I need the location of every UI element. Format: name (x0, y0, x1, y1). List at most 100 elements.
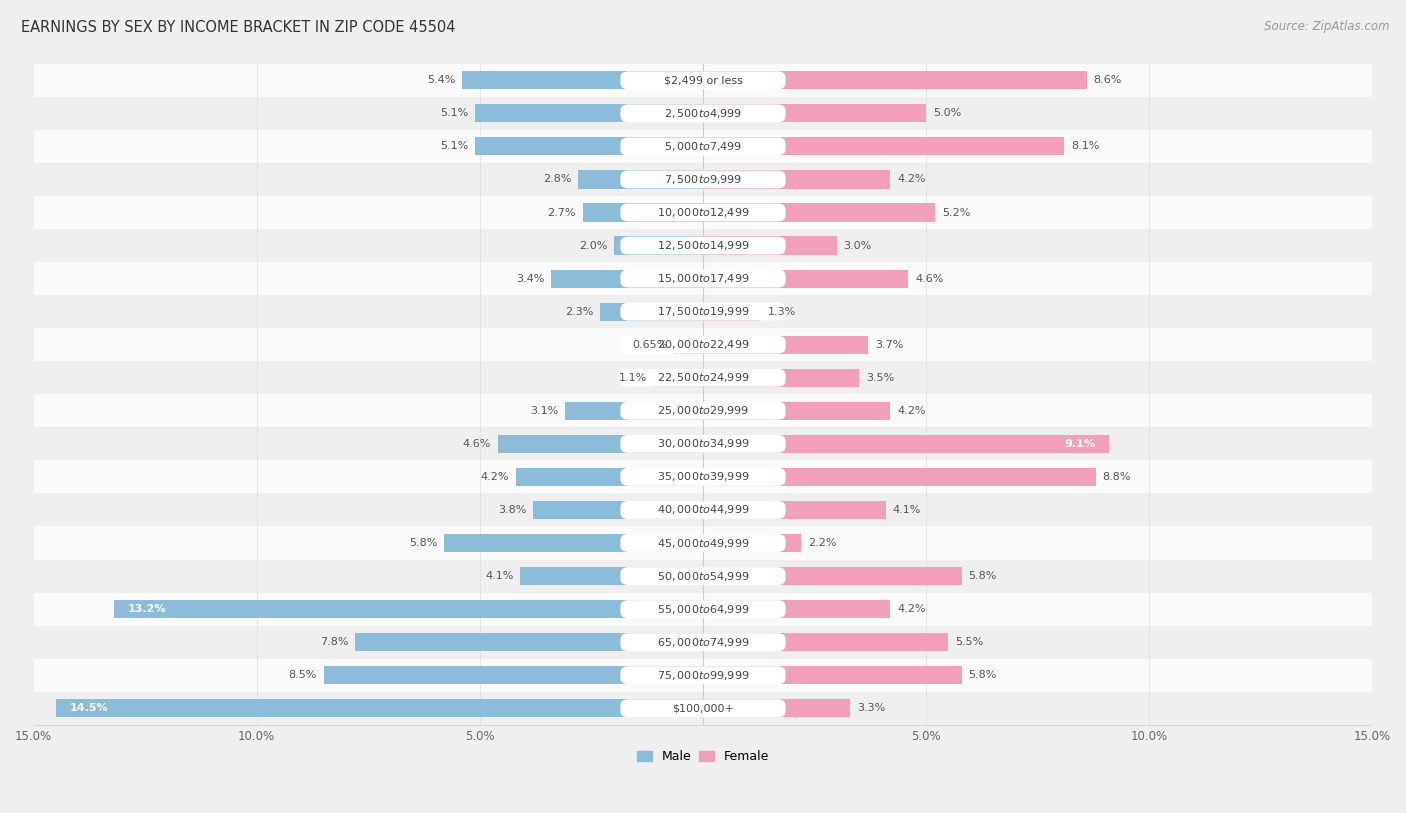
Text: 5.5%: 5.5% (955, 637, 983, 647)
Bar (551, 270, 703, 288)
Text: 13.2%: 13.2% (128, 604, 166, 614)
FancyBboxPatch shape (620, 567, 786, 585)
Text: $17,500 to $19,999: $17,500 to $19,999 (657, 305, 749, 318)
Text: 3.8%: 3.8% (498, 505, 527, 515)
Text: 5.8%: 5.8% (969, 670, 997, 680)
Bar (703, 203, 935, 222)
Bar (34, 527, 1372, 559)
FancyBboxPatch shape (620, 137, 786, 155)
Bar (34, 659, 1372, 692)
Text: $10,000 to $12,499: $10,000 to $12,499 (657, 206, 749, 219)
Text: $20,000 to $22,499: $20,000 to $22,499 (657, 338, 749, 351)
Text: 5.8%: 5.8% (409, 538, 437, 548)
Bar (34, 229, 1372, 262)
Text: 2.7%: 2.7% (547, 207, 576, 218)
Bar (703, 534, 801, 552)
Text: EARNINGS BY SEX BY INCOME BRACKET IN ZIP CODE 45504: EARNINGS BY SEX BY INCOME BRACKET IN ZIP… (21, 20, 456, 35)
Bar (475, 137, 703, 155)
Text: 4.1%: 4.1% (893, 505, 921, 515)
Bar (654, 368, 703, 387)
Text: 2.8%: 2.8% (543, 175, 571, 185)
FancyBboxPatch shape (620, 369, 786, 387)
Bar (475, 104, 703, 123)
FancyBboxPatch shape (620, 435, 786, 453)
FancyBboxPatch shape (620, 171, 786, 189)
Bar (703, 137, 1064, 155)
Text: 4.2%: 4.2% (897, 406, 925, 415)
Bar (323, 666, 703, 685)
Legend: Male, Female: Male, Female (631, 745, 775, 768)
Bar (703, 467, 1095, 486)
Bar (34, 692, 1372, 724)
Text: 8.1%: 8.1% (1071, 141, 1099, 151)
FancyBboxPatch shape (620, 72, 786, 89)
FancyBboxPatch shape (620, 633, 786, 651)
Text: 1.1%: 1.1% (619, 372, 647, 383)
Text: 3.1%: 3.1% (530, 406, 558, 415)
Text: 0.65%: 0.65% (633, 340, 668, 350)
Bar (578, 171, 703, 189)
Bar (34, 493, 1372, 527)
Bar (703, 567, 962, 585)
Text: 2.2%: 2.2% (808, 538, 837, 548)
Text: $35,000 to $39,999: $35,000 to $39,999 (657, 471, 749, 484)
Text: 5.2%: 5.2% (942, 207, 970, 218)
FancyBboxPatch shape (620, 402, 786, 420)
Bar (34, 130, 1372, 163)
FancyBboxPatch shape (620, 336, 786, 354)
Text: 1.3%: 1.3% (768, 307, 796, 316)
Bar (703, 699, 851, 717)
Bar (34, 63, 1372, 97)
Bar (34, 394, 1372, 428)
Text: $12,500 to $14,999: $12,500 to $14,999 (657, 239, 749, 252)
Bar (34, 626, 1372, 659)
Bar (516, 467, 703, 486)
Text: 5.1%: 5.1% (440, 108, 468, 119)
FancyBboxPatch shape (620, 600, 786, 618)
Bar (34, 196, 1372, 229)
Text: $7,500 to $9,999: $7,500 to $9,999 (664, 173, 742, 186)
Text: 4.2%: 4.2% (897, 604, 925, 614)
Bar (34, 559, 1372, 593)
Text: 5.4%: 5.4% (427, 76, 456, 85)
Bar (703, 633, 949, 651)
Text: 8.5%: 8.5% (288, 670, 316, 680)
Text: 5.0%: 5.0% (932, 108, 962, 119)
Text: $22,500 to $24,999: $22,500 to $24,999 (657, 372, 749, 385)
Text: 3.3%: 3.3% (858, 703, 886, 713)
Text: $40,000 to $44,999: $40,000 to $44,999 (657, 503, 749, 516)
Text: 8.6%: 8.6% (1094, 76, 1122, 85)
Bar (34, 361, 1372, 394)
Bar (34, 163, 1372, 196)
FancyBboxPatch shape (620, 699, 786, 717)
Text: 3.0%: 3.0% (844, 241, 872, 250)
Text: 2.3%: 2.3% (565, 307, 593, 316)
Bar (498, 435, 703, 453)
Bar (703, 501, 886, 519)
Bar (582, 203, 703, 222)
Bar (673, 336, 703, 354)
Bar (34, 593, 1372, 626)
Bar (34, 97, 1372, 130)
Text: $75,000 to $99,999: $75,000 to $99,999 (657, 669, 749, 682)
Bar (614, 237, 703, 254)
Text: 7.8%: 7.8% (319, 637, 349, 647)
Text: 5.8%: 5.8% (969, 571, 997, 581)
Text: $2,500 to $4,999: $2,500 to $4,999 (664, 107, 742, 120)
Text: $55,000 to $64,999: $55,000 to $64,999 (657, 602, 749, 615)
Text: $30,000 to $34,999: $30,000 to $34,999 (657, 437, 749, 450)
Text: 4.6%: 4.6% (915, 274, 943, 284)
Text: $25,000 to $29,999: $25,000 to $29,999 (657, 404, 749, 417)
Text: $15,000 to $17,499: $15,000 to $17,499 (657, 272, 749, 285)
FancyBboxPatch shape (620, 534, 786, 552)
Text: 3.7%: 3.7% (875, 340, 903, 350)
Bar (703, 336, 868, 354)
Text: 2.0%: 2.0% (579, 241, 607, 250)
Text: 4.1%: 4.1% (485, 571, 513, 581)
Bar (703, 104, 927, 123)
Bar (533, 501, 703, 519)
Bar (56, 699, 703, 717)
Text: 4.6%: 4.6% (463, 439, 491, 449)
Bar (703, 435, 1109, 453)
Text: $50,000 to $54,999: $50,000 to $54,999 (657, 570, 749, 583)
